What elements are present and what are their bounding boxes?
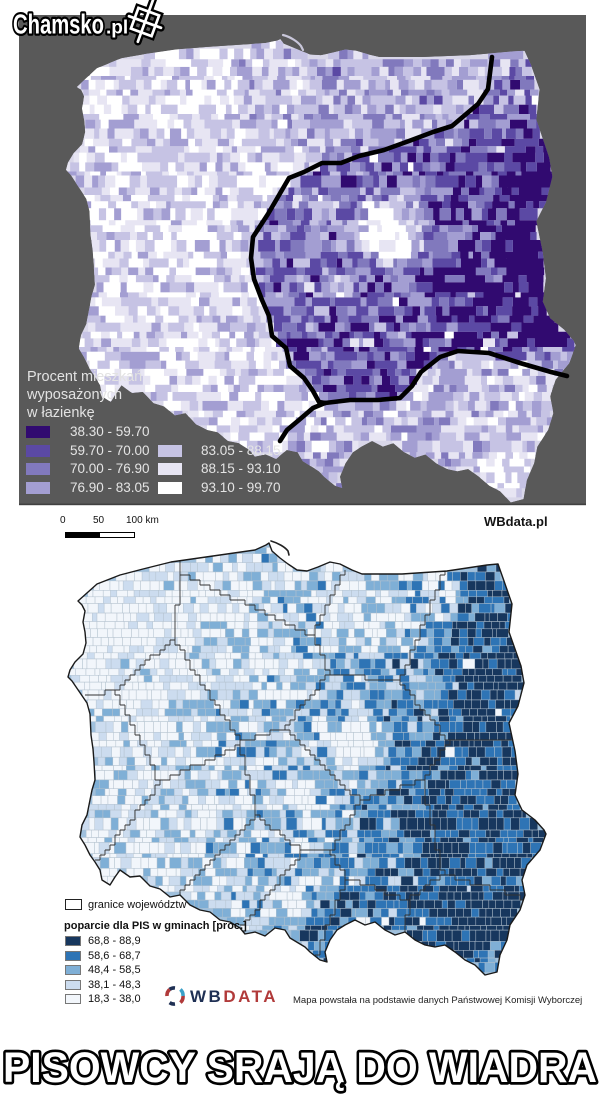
svg-text:PISOWCY SRAJĄ DO WIADRA: PISOWCY SRAJĄ DO WIADRA [3,1044,597,1092]
svg-text:Chamsko: Chamsko [13,9,104,40]
svg-text:.pl: .pl [106,18,128,39]
